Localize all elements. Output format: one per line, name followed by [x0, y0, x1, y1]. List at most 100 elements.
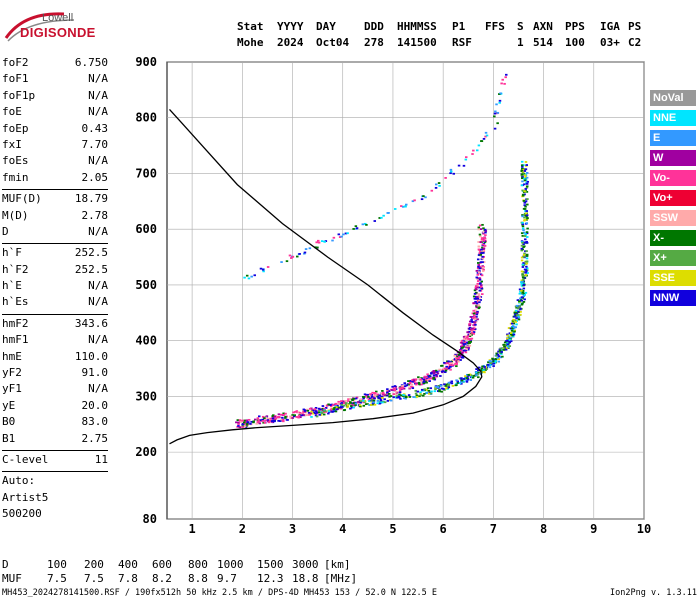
echo-point [521, 263, 525, 266]
echo-point [463, 338, 466, 341]
echo-point [477, 294, 481, 297]
echo-point [428, 377, 431, 380]
echo-point [466, 342, 470, 345]
echo-point [515, 323, 518, 326]
echo-point [337, 406, 341, 409]
echo-point [460, 341, 463, 344]
echo-point [453, 354, 456, 357]
echo-point [512, 327, 516, 330]
echo-point [315, 241, 318, 244]
echo-point [320, 240, 324, 243]
echo-point [303, 410, 307, 412]
echo-point [499, 92, 502, 95]
echo-point [358, 405, 362, 408]
echo-point [369, 393, 372, 396]
echo-point [388, 395, 391, 398]
logo-lowell-text: Lowell [42, 12, 74, 24]
echo-point [367, 395, 370, 398]
echo-point [477, 226, 481, 229]
echo-point [436, 390, 440, 392]
echo-point [509, 340, 513, 343]
echo-point [320, 412, 324, 414]
echo-point [521, 302, 524, 305]
echo-point [434, 388, 437, 391]
digisonde-logo: Lowell DIGISONDE [4, 8, 114, 44]
echo-point [472, 312, 476, 315]
echo-point [482, 247, 486, 250]
y-tick-label: 300 [135, 389, 157, 403]
echo-point [484, 231, 487, 234]
echo-point [344, 232, 348, 235]
echo-point [363, 401, 367, 403]
echo-point [493, 127, 497, 130]
echo-point [506, 337, 509, 340]
echo-point [402, 387, 406, 390]
echo-point [473, 328, 477, 331]
echo-point [479, 286, 483, 288]
echo-point [516, 299, 520, 302]
muf-cell: 800 [188, 558, 208, 571]
echo-point [295, 410, 299, 413]
echo-point [465, 380, 469, 383]
echo-point [352, 403, 356, 405]
echo-point [450, 364, 454, 367]
echo-point [429, 392, 433, 395]
echo-point [492, 360, 495, 363]
echo-point [419, 378, 423, 381]
echo-point [271, 415, 274, 417]
y-tick-label: 700 [135, 166, 157, 180]
echo-point [511, 327, 514, 330]
param-value: 343.6 [74, 316, 108, 330]
muf-cell: 7.5 [47, 572, 67, 585]
echo-point [468, 335, 472, 338]
echo-point [327, 403, 330, 406]
echo-point [458, 377, 462, 380]
echo-point [523, 268, 527, 271]
echo-point [459, 353, 462, 356]
echo-point [413, 199, 416, 202]
echo-point [525, 269, 529, 272]
echo-point [443, 367, 447, 370]
param-name: foF1 [2, 72, 29, 86]
echo-point [473, 318, 476, 320]
echo-point [261, 268, 265, 271]
echo-point [486, 363, 490, 366]
echo-point [469, 379, 473, 381]
echo-point [523, 193, 526, 196]
echo-point [339, 407, 343, 410]
echo-point [462, 378, 466, 380]
echo-point [503, 341, 507, 344]
echo-point [371, 397, 375, 400]
echo-point [284, 412, 287, 415]
echo-point [305, 408, 309, 411]
echo-point [480, 274, 484, 277]
echo-point [521, 273, 524, 276]
echo-point [245, 424, 249, 427]
echo-point [481, 266, 485, 269]
echo-point [422, 195, 425, 198]
echo-point [397, 395, 401, 398]
echo-point [272, 418, 275, 421]
echo-point [348, 402, 351, 405]
param-value: 11 [94, 452, 108, 466]
param-row: foEs N/A [2, 154, 108, 170]
echo-point [466, 378, 469, 381]
echo-point [415, 383, 418, 386]
echo-point [448, 381, 452, 384]
echo-point [450, 380, 453, 383]
footer-version: Ion2Png v. 1.3.11 [610, 588, 697, 598]
echo-point [409, 381, 412, 384]
echo-point [376, 393, 379, 396]
echo-point [477, 254, 481, 256]
echo-point [417, 376, 420, 379]
echo-point [436, 372, 440, 375]
echo-point [482, 364, 486, 367]
echo-point [443, 361, 446, 364]
param-name: fxI [2, 137, 22, 151]
header-label: Stat [237, 20, 264, 33]
echo-point [460, 380, 463, 383]
param-row: h`F 252.5 [2, 246, 108, 262]
echo-point [525, 222, 529, 225]
param-name: foEp [2, 121, 29, 135]
echo-point [298, 411, 302, 414]
